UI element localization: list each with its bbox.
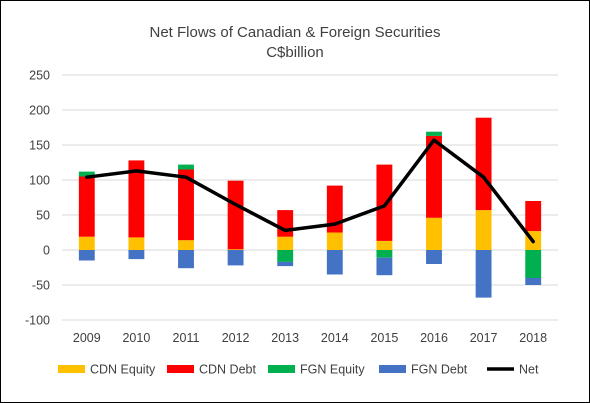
x-tick-label: 2018 — [519, 331, 547, 345]
x-tick-label: 2012 — [222, 331, 250, 345]
bar-fgn-equity-2013 — [277, 250, 294, 262]
bar-cdn-debt-2015 — [376, 164, 393, 241]
x-tick-label: 2015 — [370, 331, 398, 345]
bar-cdn-debt-2011 — [178, 169, 194, 241]
y-tick-label: 200 — [29, 104, 50, 118]
bar-cdn-debt-2014 — [326, 185, 343, 233]
bar-fgn-equity-2016 — [426, 131, 442, 136]
bar-cdn-equity-2010 — [128, 237, 145, 250]
bar-fgn-debt-2014 — [326, 250, 343, 275]
bar-fgn-debt-2016 — [426, 250, 442, 264]
legend-label-cdn-equity: CDN Equity — [90, 363, 156, 377]
legend-label-cdn-debt: CDN Debt — [199, 363, 256, 377]
bar-cdn-equity-2017 — [475, 210, 492, 250]
bar-fgn-debt-2011 — [178, 250, 194, 269]
gridlines — [62, 74, 558, 321]
bar-cdn-debt-2009 — [78, 176, 95, 237]
chart-subtitle: C$billion — [266, 44, 324, 61]
bar-fgn-debt-2013 — [277, 261, 294, 267]
bar-cdn-debt-2018 — [525, 201, 542, 232]
bar-cdn-debt-2017 — [475, 117, 492, 211]
legend-label-fgn-debt: FGN Debt — [411, 363, 468, 377]
bar-fgn-debt-2018 — [525, 278, 542, 285]
x-tick-label: 2011 — [173, 331, 200, 345]
bar-fgn-debt-2017 — [475, 250, 492, 298]
y-tick-label: -100 — [25, 314, 50, 328]
bars — [78, 117, 542, 298]
legend-swatch-fgn-equity — [268, 365, 295, 373]
x-tick-label: 2013 — [271, 331, 299, 345]
bar-cdn-debt-2010 — [128, 160, 145, 238]
x-tick-label: 2016 — [420, 331, 448, 345]
bar-fgn-debt-2015 — [376, 257, 393, 276]
bar-cdn-debt-2013 — [277, 210, 294, 237]
bar-fgn-debt-2010 — [128, 250, 145, 260]
bar-fgn-equity-2011 — [178, 164, 194, 170]
legend-swatch-cdn-debt — [167, 365, 194, 373]
bar-cdn-debt-2016 — [426, 135, 442, 218]
bar-cdn-equity-2015 — [376, 240, 393, 250]
bar-fgn-debt-2009 — [78, 250, 95, 261]
legend-swatch-cdn-equity — [58, 365, 85, 373]
bar-fgn-debt-2012 — [227, 250, 244, 266]
y-tick-label: 250 — [29, 69, 50, 83]
bar-cdn-equity-2016 — [426, 217, 442, 250]
y-tick-label: 100 — [29, 174, 50, 188]
y-tick-labels: -100 -50 0 50 100 150 200 250 — [25, 69, 50, 328]
legend-label-fgn-equity: FGN Equity — [300, 363, 365, 377]
x-tick-label: 2017 — [470, 331, 498, 345]
y-tick-label: 50 — [36, 209, 50, 223]
x-tick-label: 2014 — [321, 331, 349, 345]
bar-fgn-equity-2015 — [376, 250, 393, 258]
x-tick-label: 2010 — [122, 331, 150, 345]
y-tick-label: 150 — [29, 139, 50, 153]
bar-cdn-equity-2011 — [178, 240, 194, 250]
x-tick-label: 2009 — [73, 331, 101, 345]
bar-cdn-equity-2009 — [78, 236, 95, 250]
y-tick-label: 0 — [43, 244, 50, 258]
bar-cdn-equity-2013 — [277, 236, 294, 250]
bar-cdn-equity-2014 — [326, 232, 343, 250]
chart-title: Net Flows of Canadian & Foreign Securiti… — [150, 24, 441, 41]
x-tick-labels: 2009 2010 2011 2012 2013 2014 2015 2016 2017 2018 — [73, 331, 547, 345]
legend-label-net: Net — [519, 363, 539, 377]
bar-fgn-equity-2018 — [525, 250, 542, 278]
bar-cdn-debt-2012 — [227, 180, 244, 250]
bar-fgn-equity-2009 — [78, 171, 95, 177]
y-tick-label: -50 — [32, 279, 50, 293]
legend-swatch-fgn-debt — [379, 365, 406, 373]
bar-cdn-equity-2012 — [227, 249, 244, 250]
net-line-layer — [85, 138, 535, 244]
legend: CDN Equity CDN Debt FGN Equity FGN Debt Net — [58, 363, 539, 377]
net-line — [85, 138, 535, 244]
